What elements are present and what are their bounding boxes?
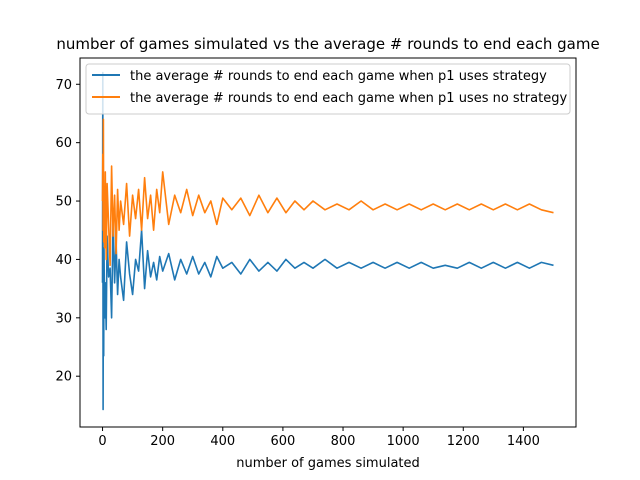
legend-box xyxy=(85,63,571,115)
y-tick-label: 20 xyxy=(55,370,72,385)
legend-label-strategy: the average # rounds to end each game wh… xyxy=(130,69,547,84)
series-layer xyxy=(101,71,554,411)
x-tick-label: 1400 xyxy=(507,434,540,449)
y-axis-ticks: 20 30 40 50 60 70 xyxy=(55,78,80,385)
x-tick-label: 1000 xyxy=(387,434,420,449)
y-tick-label: 50 xyxy=(55,195,72,210)
x-tick-label: 1200 xyxy=(447,434,480,449)
axes-frame xyxy=(79,57,577,428)
series-line-no-strategy xyxy=(101,118,554,267)
y-tick-label: 40 xyxy=(55,253,72,268)
y-tick-label: 30 xyxy=(55,311,72,326)
x-tick-label: 200 xyxy=(150,434,175,449)
series-line-strategy xyxy=(101,71,554,411)
chart-title: number of games simulated vs the average… xyxy=(56,35,599,53)
x-tick-label: 800 xyxy=(331,434,356,449)
y-tick-label: 70 xyxy=(55,78,72,93)
x-tick-label: 400 xyxy=(210,434,235,449)
y-tick-label: 60 xyxy=(55,136,72,151)
plot-area xyxy=(80,58,576,427)
x-axis-ticks: 0 200 400 600 800 1000 1200 1400 xyxy=(98,427,540,449)
x-tick-label: 600 xyxy=(270,434,295,449)
legend: the average # rounds to end each game wh… xyxy=(85,63,571,115)
x-axis-label: number of games simulated xyxy=(236,456,420,471)
x-tick-label: 0 xyxy=(98,434,106,449)
legend-label-no-strategy: the average # rounds to end each game wh… xyxy=(130,91,567,106)
